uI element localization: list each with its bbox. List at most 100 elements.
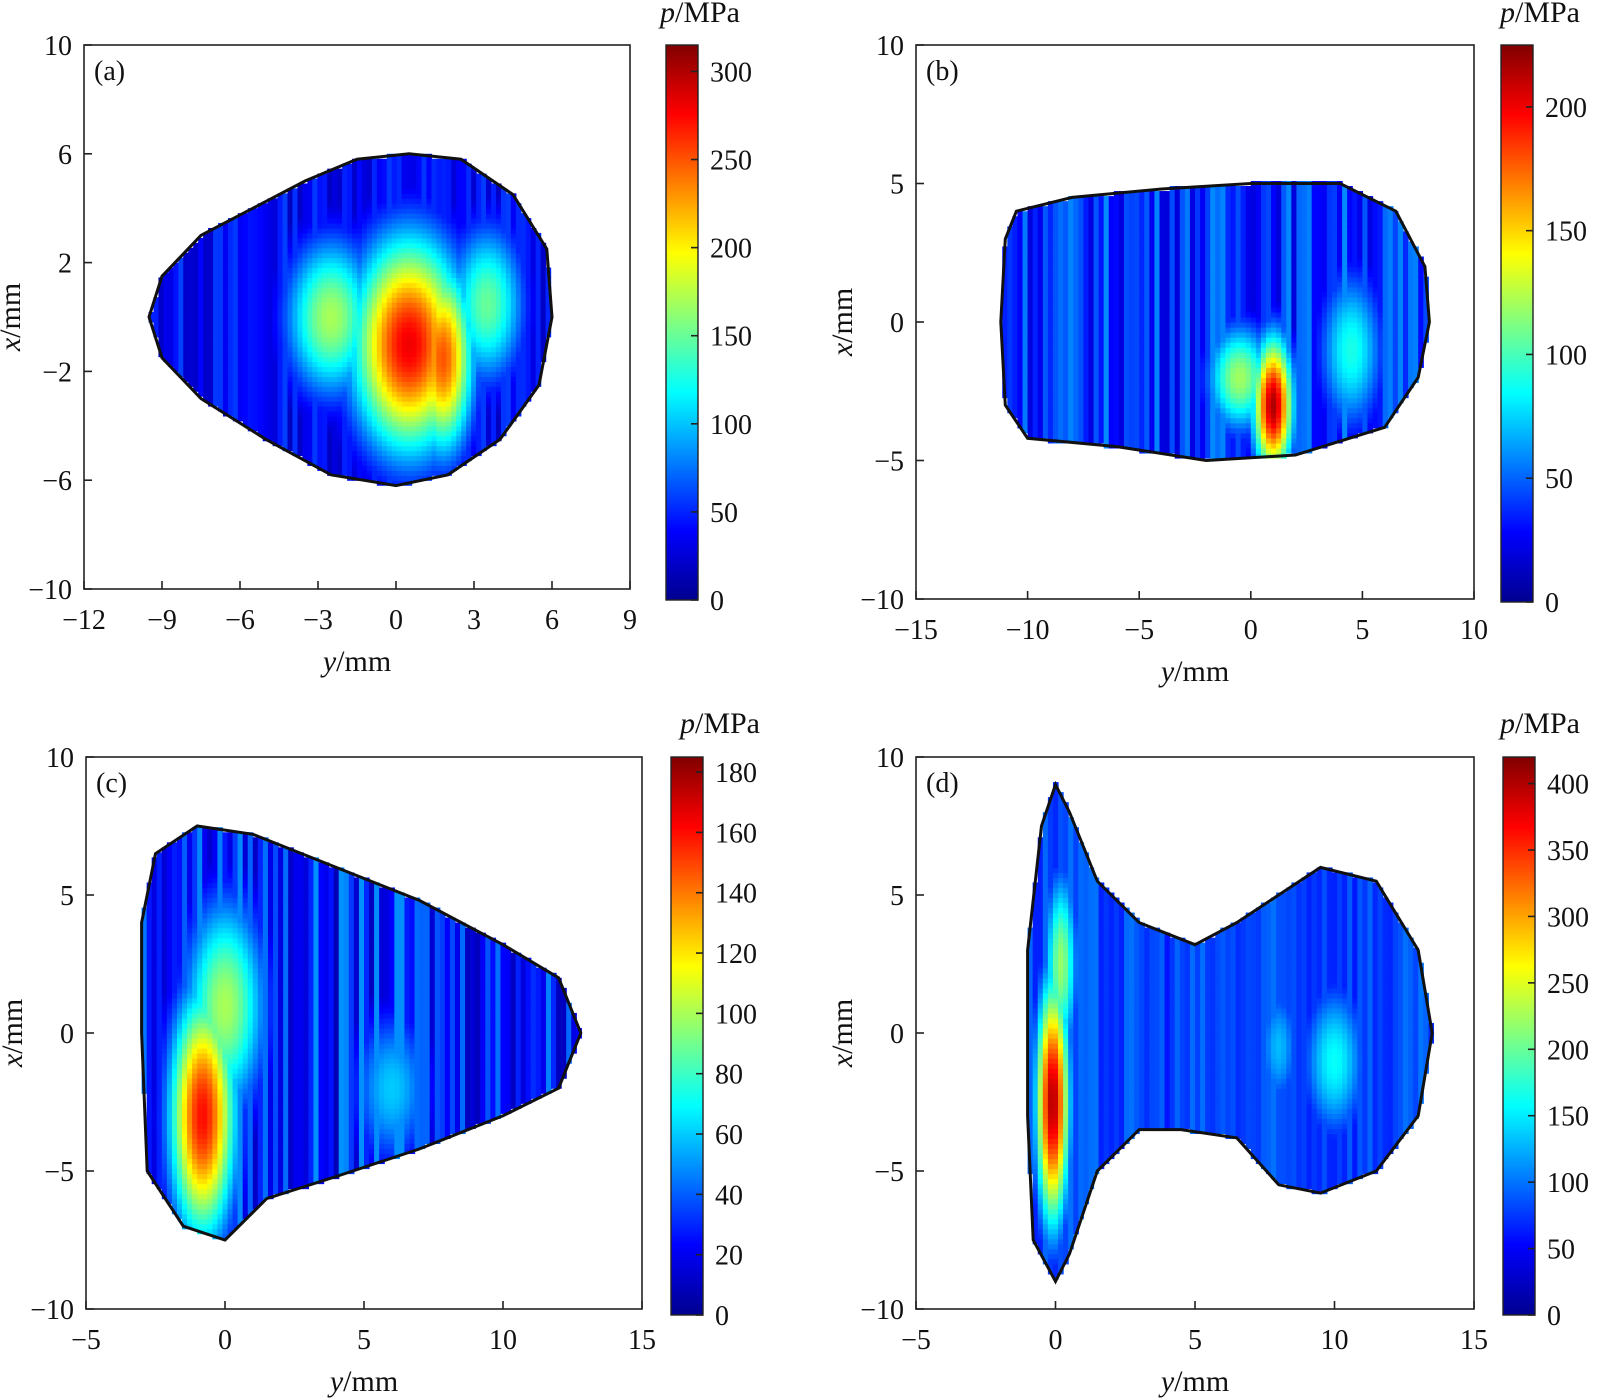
heatmap-cell	[1103, 246, 1110, 253]
heatmap-cell	[530, 366, 537, 372]
heatmap-cell	[361, 371, 368, 377]
heatmap-cell	[227, 326, 234, 333]
heatmap-cell	[347, 292, 353, 298]
heatmap-cell	[446, 425, 452, 432]
heatmap-cell	[257, 321, 264, 328]
heatmap-cell	[366, 292, 373, 298]
heatmap-cell	[342, 252, 348, 259]
heatmap-cell	[525, 252, 532, 259]
heatmap-cell	[183, 312, 189, 318]
heatmap-cell	[347, 371, 353, 377]
heatmap-cell	[436, 297, 442, 303]
heatmap-cell	[396, 158, 403, 165]
heatmap-cell	[386, 410, 393, 417]
heatmap-cell	[406, 302, 413, 308]
heatmap-cell	[183, 252, 189, 259]
heatmap-cell	[337, 435, 343, 442]
heatmap-cell	[1068, 412, 1074, 419]
heatmap-cell	[232, 242, 239, 249]
heatmap-cell	[386, 213, 393, 219]
heatmap-cell	[332, 410, 338, 417]
heatmap-cell	[476, 178, 482, 185]
heatmap-cell	[381, 312, 388, 318]
heatmap-cell	[272, 415, 279, 422]
heatmap-cell	[486, 193, 492, 199]
heatmap-cell	[366, 460, 373, 466]
heatmap-cell	[436, 460, 442, 466]
heatmap-cell	[1017, 296, 1024, 303]
heatmap-cell	[376, 198, 383, 204]
heatmap-cell	[1047, 206, 1054, 212]
heatmap-cell	[193, 252, 199, 259]
heatmap-cell	[371, 193, 378, 199]
heatmap-cell	[352, 163, 358, 170]
heatmap-cell	[371, 435, 378, 442]
heatmap-cell	[272, 252, 279, 259]
heatmap-cell	[505, 356, 512, 363]
heatmap-cell	[1022, 352, 1029, 358]
heatmap-cell	[282, 242, 289, 249]
heatmap-cell	[1022, 402, 1029, 409]
heatmap-cell	[282, 420, 289, 427]
heatmap-cell	[312, 351, 318, 358]
heatmap-cell	[282, 193, 289, 199]
heatmap-cell	[247, 331, 254, 338]
heatmap-cell	[322, 223, 328, 229]
heatmap-cell	[332, 346, 338, 353]
heatmap-cell	[386, 262, 393, 269]
heatmap-cell	[262, 321, 269, 328]
heatmap-cell	[1068, 422, 1074, 429]
heatmap-cell	[416, 218, 423, 224]
heatmap-cell	[391, 386, 398, 392]
heatmap-cell	[342, 208, 348, 214]
heatmap-cell	[451, 218, 457, 224]
heatmap-cell	[1027, 241, 1034, 248]
heatmap-cell	[208, 366, 214, 372]
heatmap-cell	[218, 267, 224, 274]
heatmap-cell	[357, 232, 363, 239]
heatmap-cell	[456, 257, 462, 264]
heatmap-cell	[486, 237, 492, 244]
heatmap-cell	[198, 356, 204, 363]
heatmap-cell	[535, 336, 542, 343]
heatmap-cell	[386, 198, 393, 204]
heatmap-cell	[332, 435, 338, 442]
heatmap-cell	[287, 386, 294, 392]
heatmap-cell	[371, 267, 378, 274]
heatmap-cell	[218, 376, 224, 382]
heatmap-cell	[515, 376, 522, 382]
heatmap-cell	[525, 317, 532, 323]
heatmap-cell	[307, 425, 313, 432]
heatmap-cell	[396, 317, 403, 323]
heatmap-cell	[317, 203, 323, 209]
heatmap-cell	[505, 326, 512, 333]
heatmap-cell	[277, 237, 284, 244]
heatmap-cell	[237, 292, 244, 298]
heatmap-cell	[1037, 316, 1044, 323]
heatmap-cell	[426, 401, 433, 407]
heatmap-cell	[446, 321, 452, 328]
heatmap-cell	[1007, 271, 1013, 278]
heatmap-cell	[441, 292, 447, 298]
heatmap-cell	[471, 391, 477, 397]
heatmap-cell	[361, 475, 368, 481]
heatmap-cell	[1068, 251, 1074, 258]
heatmap-cell	[500, 420, 507, 427]
heatmap-cell	[371, 203, 378, 209]
heatmap-cell	[495, 292, 502, 298]
heatmap-cell	[391, 480, 398, 486]
heatmap-cell	[466, 425, 472, 432]
heatmap-cell	[495, 302, 502, 308]
heatmap-cell	[1042, 316, 1049, 323]
heatmap-cell	[1083, 382, 1090, 389]
heatmap-cell	[520, 386, 527, 392]
heatmap-cell	[376, 465, 383, 471]
heatmap-cell	[203, 307, 209, 313]
heatmap-cell	[327, 465, 333, 471]
heatmap-cell	[366, 287, 373, 293]
heatmap-cell	[178, 331, 184, 338]
heatmap-cell	[193, 242, 199, 249]
heatmap-cell	[327, 297, 333, 303]
heatmap-cell	[1042, 372, 1049, 378]
heatmap-cell	[1012, 266, 1019, 273]
